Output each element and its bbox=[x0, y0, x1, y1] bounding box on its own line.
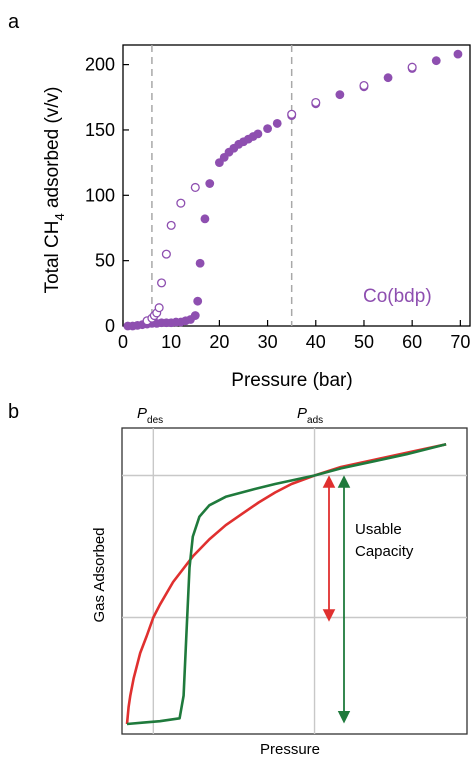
open-point-13 bbox=[407, 62, 417, 72]
panel-a-label: a bbox=[8, 11, 20, 33]
open-point-11 bbox=[311, 97, 321, 108]
panel-a-x-tick-label-3: 30 bbox=[258, 332, 278, 352]
panel-b-label: b bbox=[8, 401, 19, 423]
pdes-letter: P bbox=[137, 405, 147, 422]
filled-point-36 bbox=[431, 56, 441, 66]
open-point-5 bbox=[157, 278, 167, 288]
filled-point-27 bbox=[253, 129, 263, 139]
open-point-4 bbox=[154, 303, 164, 313]
panel-a-x-tick-label-1: 10 bbox=[161, 332, 181, 352]
filled-point-18 bbox=[205, 179, 215, 188]
usable-label-line2: Capacity bbox=[355, 543, 414, 560]
pads-letter: P bbox=[297, 405, 307, 422]
panel-a-chart: 0 10 20 30 40 50 60 70 0 50 100 150 200 bbox=[85, 44, 471, 352]
panel-a-y-axis-label-rest: adsorbed (v/v) bbox=[42, 87, 63, 214]
green-isotherm-curve bbox=[126, 443, 447, 726]
pdes-label: Pdes bbox=[137, 405, 163, 426]
panel-a-x-tick-label-6: 60 bbox=[402, 332, 422, 352]
filled-point-37 bbox=[453, 49, 463, 59]
panel-a-y-axis-label-main: Total CH bbox=[42, 221, 63, 294]
open-point-12 bbox=[359, 80, 369, 91]
panel-b-y-axis-label: Gas Adsorbed bbox=[91, 527, 108, 622]
filled-point-14 bbox=[190, 311, 200, 320]
panel-a-y-tick-label-3: 150 bbox=[85, 120, 115, 140]
filled-point-28 bbox=[263, 124, 272, 134]
panel-a-y-tick-label-4: 200 bbox=[85, 55, 115, 75]
pdes-subscript: des bbox=[147, 415, 163, 426]
pads-subscript: ads bbox=[307, 415, 323, 426]
open-point-7 bbox=[166, 220, 176, 230]
filled-point-17 bbox=[200, 214, 210, 224]
panel-a-x-axis-label: Pressure (bar) bbox=[231, 370, 352, 391]
panel-b-chart bbox=[121, 427, 468, 735]
panel-b-frame bbox=[121, 427, 468, 735]
open-point-10 bbox=[287, 109, 297, 119]
filled-point-15 bbox=[193, 296, 203, 306]
panel-a-x-tick-label-0: 0 bbox=[118, 332, 128, 352]
panel-a-x-tick-label-7: 70 bbox=[450, 332, 470, 352]
panel-a-y-tick-label-0: 0 bbox=[105, 316, 115, 336]
panel-a-frame bbox=[122, 44, 471, 327]
panel-a-annotation: Co(bdp) bbox=[363, 286, 432, 307]
pads-label: Pads bbox=[297, 405, 323, 426]
usable-capacity-label: Usable Capacity bbox=[355, 521, 414, 560]
usable-label-line1: Usable bbox=[355, 521, 402, 538]
filled-point-32 bbox=[335, 90, 345, 100]
filled-point-29 bbox=[272, 119, 282, 128]
panel-a-x-tick-label-2: 20 bbox=[209, 332, 229, 352]
open-point-9 bbox=[190, 182, 200, 193]
filled-point-16 bbox=[195, 258, 205, 268]
panel-b-x-axis-label: Pressure bbox=[260, 741, 320, 758]
panel-a-y-axis-label: Total CH4 adsorbed (v/v) bbox=[42, 87, 67, 294]
filled-point-34 bbox=[383, 73, 393, 83]
panel-a-y-tick-label-2: 100 bbox=[85, 185, 115, 205]
open-point-8 bbox=[176, 198, 186, 208]
panel-a-y-tick-label-1: 50 bbox=[95, 251, 115, 271]
open-point-6 bbox=[161, 249, 171, 259]
panel-a-y-axis-label-subscript: 4 bbox=[52, 213, 67, 220]
red-isotherm-curve bbox=[125, 443, 447, 725]
panel-a-x-tick-label-4: 40 bbox=[306, 332, 326, 352]
panel-a-x-tick-label-5: 50 bbox=[354, 332, 374, 352]
